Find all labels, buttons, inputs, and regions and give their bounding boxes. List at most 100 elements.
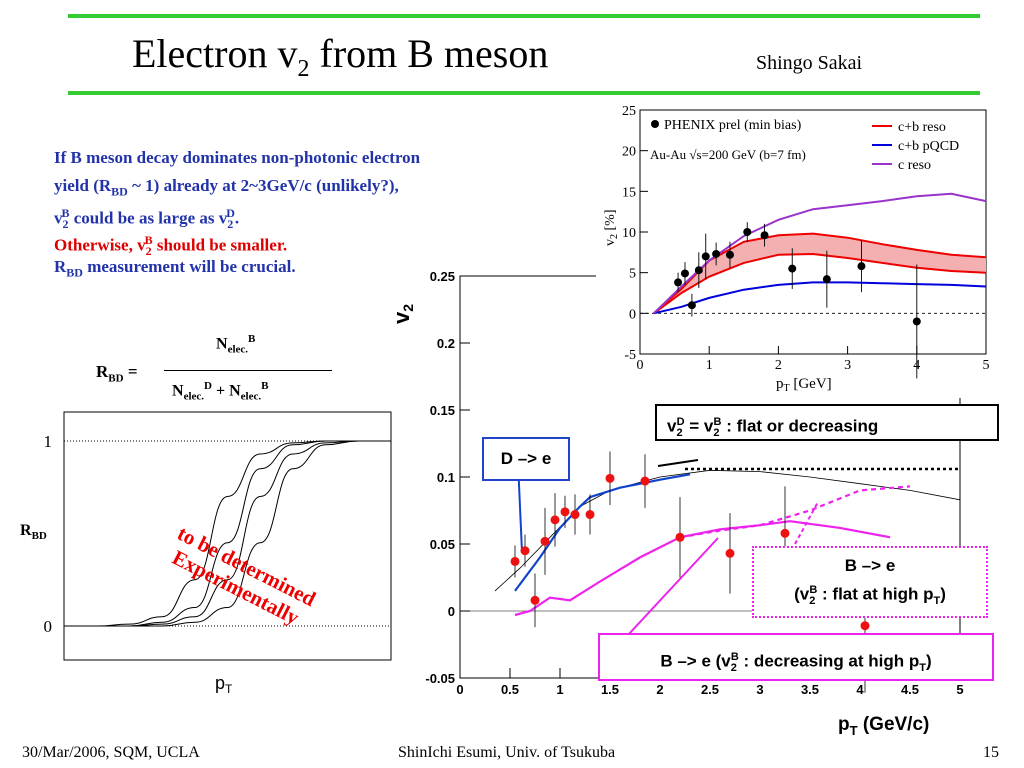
main-ytick-label: 0 [448, 604, 455, 619]
footer-page-number: 15 [983, 744, 999, 761]
legend-system-label: Au-Au √s=200 GeV (b=7 fm) [650, 147, 806, 162]
inset-data-point [694, 266, 703, 275]
text-line-3: v2B could be as large as v2D. [54, 206, 240, 232]
inset-ytick-label: 5 [629, 267, 636, 282]
inset-data-point [674, 278, 683, 287]
main-data-point [510, 556, 520, 566]
main-xtick-label: 4 [856, 682, 864, 697]
main-data-point [725, 548, 735, 558]
text-line-1: If B meson decay dominates non-photonic … [54, 148, 421, 167]
inset-data-point [680, 269, 689, 278]
rbd-curves [64, 440, 391, 627]
main-xtick-label: 1.5 [601, 682, 619, 697]
footer-center: ShinIchi Esumi, Univ. of Tsukuba [398, 744, 616, 761]
main-ytick-label: 0.05 [430, 537, 455, 552]
inset-ytick-label: 25 [622, 104, 636, 119]
rbd-curve [64, 440, 391, 627]
main-ytick-label: 0.2 [437, 336, 455, 351]
main-data-point [530, 595, 540, 605]
inset-cb-pqcd [653, 281, 987, 315]
main-xtick-label: 0.5 [501, 682, 519, 697]
rbd-curve [64, 440, 391, 627]
inset-data-point [701, 252, 710, 261]
main-data-point [640, 476, 650, 486]
inset-xtick-label: 4 [913, 358, 920, 373]
inset-data-point [912, 317, 921, 326]
formula-denominator: Nelec.D + Nelec.B [172, 380, 269, 403]
main-data-point [675, 532, 685, 542]
text-line-4: Otherwise, v2B should be smaller. [54, 233, 288, 259]
inset-frame [639, 109, 987, 355]
b-to-e-flat-line-2: (v2B : flat at high pT) [794, 584, 946, 608]
rbd-tick-0: 0 [44, 617, 53, 636]
main-xtick-label: 5 [956, 682, 963, 697]
main-plot-tick-labels: 0.25 0.2 0.15 0.1 0.05 0 -0.05 0 0.5 1 1.5 2 2.5 3 3.5… [425, 269, 963, 697]
author-name: Shingo Sakai [756, 52, 863, 74]
main-ytick-label: 0.15 [430, 403, 455, 418]
main-v2-plot: 0.25 0.2 0.15 0.1 0.05 0 -0.05 0 0.5 1 1.5 2 2.5 3 3.5… [390, 269, 964, 738]
d-to-e-box: D –> e [482, 437, 570, 481]
main-xtick-label: 2.5 [701, 682, 719, 697]
formula-numerator: Nelec.B [216, 333, 256, 356]
inset-xtick-label: 2 [775, 358, 782, 373]
slide-title: Electron v2 from B meson [132, 31, 549, 82]
main-data-point [585, 510, 595, 520]
main-ytick-label: 0.1 [437, 470, 455, 485]
main-ylabel: v2 [390, 304, 416, 324]
main-data-point [520, 546, 530, 556]
inset-data-point [822, 275, 831, 284]
main-xtick-label: 3 [756, 682, 763, 697]
main-ytick-label: -0.05 [425, 671, 455, 686]
inset-ytick-label: 20 [622, 145, 636, 160]
rbd-curve [64, 440, 391, 627]
b-to-e-flat-line-1: B –> e [844, 556, 896, 575]
inset-xtick-label: 5 [983, 358, 990, 373]
inset-ytick-label: -5 [624, 348, 636, 363]
inset-data-point [857, 262, 866, 271]
rbd-plot-frame [63, 411, 392, 661]
main-data-point [540, 536, 550, 546]
inset-data-point [687, 301, 696, 310]
decreasing-pointer [627, 537, 719, 636]
main-xtick-label: 4.5 [901, 682, 919, 697]
formula-lhs: RBD = [96, 362, 138, 385]
flat-b-pointer [794, 501, 819, 545]
top-rule [68, 14, 980, 18]
main-data-point [780, 528, 790, 538]
main-data-point [550, 515, 560, 525]
header-rule [68, 91, 980, 95]
rbd-curve [64, 440, 391, 627]
main-data-point [605, 473, 615, 483]
inset-data-point [760, 231, 769, 240]
rbd-annotation: to be determined Experimentally [168, 521, 319, 630]
legend-data-label: PHENIX prel (min bias) [664, 118, 802, 133]
rbd-plot: 1 0 RBD pT to be determined Experimental… [20, 411, 392, 696]
main-data-point [570, 510, 580, 520]
formula-fraction-bar [164, 370, 332, 371]
inset-data-point [788, 264, 797, 273]
rbd-xlabel: pT [215, 673, 233, 696]
main-data-point [560, 507, 570, 517]
main-data-point [860, 621, 870, 631]
legend-item-label: c+b pQCD [898, 139, 959, 154]
inset-ytick-label: 10 [622, 226, 636, 241]
text-line-5: RBD measurement will be crucial. [54, 257, 296, 280]
rbd-tick-1: 1 [44, 432, 53, 451]
main-ytick-label: 0.25 [430, 269, 455, 284]
flat-pointer [657, 459, 699, 467]
inset-legend: PHENIX prel (min bias) Au-Au √s=200 GeV … [650, 118, 959, 173]
text-line-2: yield (RBD ~ 1) already at 2~3GeV/c (unl… [54, 176, 399, 199]
legend-item-label: c reso [898, 158, 931, 173]
inset-xtick-label: 0 [637, 358, 644, 373]
main-xtick-label: 3.5 [801, 682, 819, 697]
rbd-ylabel: RBD [20, 522, 47, 542]
main-xtick-label: 1 [556, 682, 563, 697]
inset-data-point [725, 250, 734, 259]
main-xtick-label: 2 [656, 682, 663, 697]
inset-xtick-label: 3 [844, 358, 851, 373]
legend-data-marker [651, 120, 659, 128]
inset-data-point [712, 249, 721, 258]
inset-cb-reso-lower [653, 252, 987, 315]
inset-xtick-label: 1 [706, 358, 713, 373]
